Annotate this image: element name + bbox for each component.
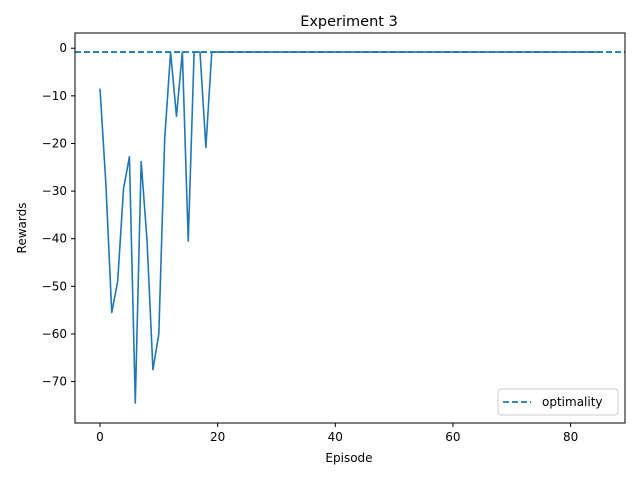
plot-area: [75, 51, 625, 404]
y-axis-ticks: 0 −10 −20 −30 −40 −50 −60 −70: [42, 41, 75, 389]
y-tick-label: −20: [42, 136, 67, 150]
legend-box: [497, 388, 619, 416]
x-tick-label: 80: [563, 430, 578, 444]
y-tick-label: −60: [42, 327, 67, 341]
y-axis-label: Rewards: [15, 203, 29, 254]
legend: optimality: [497, 388, 619, 416]
axes: [74, 32, 626, 424]
x-axis-ticks: 0 20 40 60 80: [96, 423, 578, 444]
y-tick-label: −50: [42, 279, 67, 293]
x-axis-label: Episode: [325, 451, 372, 465]
y-tick-label: −70: [42, 375, 67, 389]
axes-frame: [74, 32, 626, 424]
y-tick-label: −30: [42, 184, 67, 198]
y-tick-label: −10: [42, 89, 67, 103]
x-tick-label: 60: [445, 430, 460, 444]
chart-title: Experiment 3: [300, 14, 398, 30]
x-tick-label: 40: [328, 430, 343, 444]
x-tick-label: 20: [210, 430, 225, 444]
x-tick-label: 0: [96, 430, 104, 444]
y-tick-label: 0: [59, 41, 67, 55]
y-tick-label: −40: [42, 232, 67, 246]
legend-label-optimality: optimality: [542, 395, 603, 409]
